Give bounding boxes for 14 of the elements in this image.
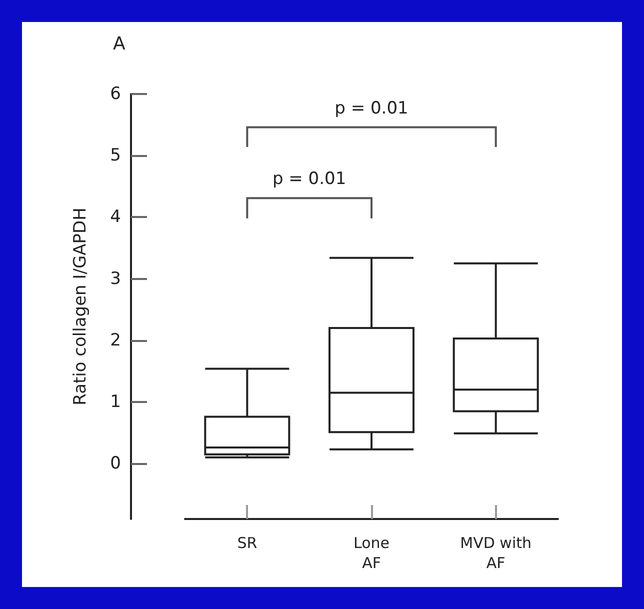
annotation: p = 0.01 <box>272 169 346 190</box>
y-tick-label: 0 <box>110 454 121 474</box>
y-tick-label: 4 <box>110 207 121 228</box>
annotation: p = 0.01 <box>334 98 408 118</box>
y-axis-title: Ratio collagen I/GAPDH <box>70 208 90 406</box>
y-tick-label: 3 <box>110 268 121 289</box>
x-tick-label: Lone AF <box>353 534 390 572</box>
x-tick-label: MVD with AF <box>460 534 532 572</box>
chart-title: A <box>113 34 126 54</box>
x-tick-label: SR <box>237 534 258 552</box>
y-tick-label: 1 <box>110 392 121 412</box>
y-tick-label: 5 <box>110 146 121 166</box>
y-tick-label: 6 <box>110 84 121 104</box>
y-tick-label: 2 <box>110 330 121 350</box>
